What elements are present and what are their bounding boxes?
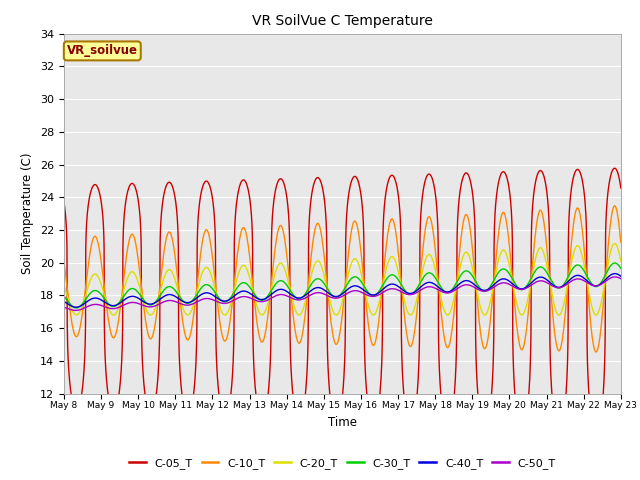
Text: VR_soilvue: VR_soilvue: [67, 44, 138, 58]
Y-axis label: Soil Temperature (C): Soil Temperature (C): [22, 153, 35, 275]
Title: VR SoilVue C Temperature: VR SoilVue C Temperature: [252, 14, 433, 28]
Legend: C-05_T, C-10_T, C-20_T, C-30_T, C-40_T, C-50_T: C-05_T, C-10_T, C-20_T, C-30_T, C-40_T, …: [125, 453, 560, 473]
X-axis label: Time: Time: [328, 416, 357, 429]
